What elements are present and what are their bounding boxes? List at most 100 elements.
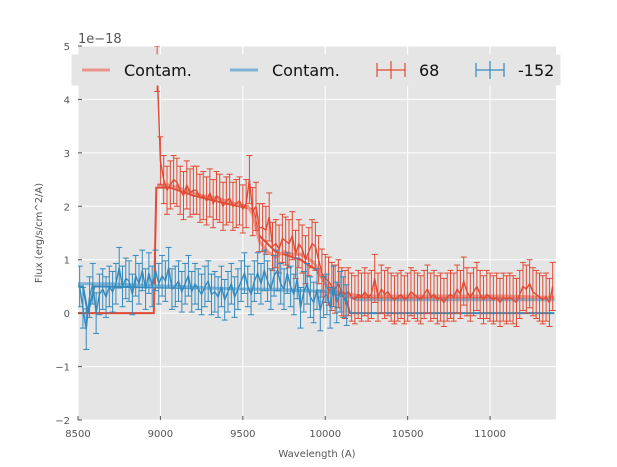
errorbar-1-62	[281, 268, 288, 310]
errorbar-1-43	[218, 265, 225, 308]
errorbar-1-7	[99, 268, 106, 310]
errorbar-0-68	[378, 264, 385, 314]
errorbar-0-77	[407, 267, 414, 317]
errorbar-1-24	[155, 262, 162, 305]
errorbar-1-41	[211, 270, 218, 313]
errorbar-1-34	[188, 270, 195, 313]
errorbar-0-29	[249, 187, 256, 237]
errorbar-1-60	[274, 249, 281, 292]
errorbar-1-57	[264, 260, 271, 302]
legend-label-68: 68	[419, 61, 439, 80]
legend-label-contam-red: Contam.	[124, 61, 192, 80]
errorbar-1-0	[78, 265, 83, 308]
x-tick-label-0: 8500	[65, 429, 90, 440]
errorbar-1-53	[251, 260, 258, 302]
errorbar-1-48	[234, 268, 241, 310]
errorbar-1-38	[201, 265, 208, 308]
errorbar-1-42	[215, 276, 222, 318]
errorbar-0-41	[289, 211, 296, 261]
errorbar-1-56	[261, 249, 268, 292]
errorbar-0-87	[440, 277, 447, 327]
errorbar-1-2	[83, 308, 90, 350]
errorbar-1-26	[162, 260, 169, 302]
errorbar-0-88	[444, 272, 451, 322]
series-1-line	[78, 267, 348, 330]
errorbar-0-23	[229, 181, 236, 231]
errorbar-1-68	[300, 270, 307, 313]
errorbar-0-100	[483, 269, 490, 319]
errorbar-1-5	[93, 292, 100, 334]
errorbar-1-50	[241, 252, 248, 294]
errorbar-1-20	[142, 268, 149, 310]
errorbar-1-73	[317, 289, 324, 332]
errorbar-0-6	[173, 157, 180, 207]
errorbar-0-5	[170, 155, 177, 205]
errorbar-1-81	[343, 284, 350, 326]
errorbar-0-65	[368, 269, 375, 319]
errorbar-1-76	[327, 286, 334, 329]
errorbar-0-80	[417, 275, 424, 325]
errorbar-0-90	[450, 272, 457, 322]
errorbar-0-86	[437, 272, 444, 322]
errorbar-0-108	[510, 275, 517, 325]
errorbar-1-27	[165, 246, 172, 289]
errorbar-0-17	[210, 179, 217, 229]
errorbar-0-75	[401, 275, 408, 325]
errorbar-1-36	[195, 268, 202, 310]
errorbar-0-92	[457, 269, 464, 319]
errorbar-1-65	[290, 273, 297, 316]
y-tick-label-4: 2	[64, 202, 70, 213]
errorbar-1-40	[208, 273, 215, 316]
errorbar-0-30	[253, 181, 260, 231]
errorbar-0-61	[355, 269, 362, 319]
errorbar-0-69	[381, 269, 388, 319]
errorbar-1-79	[337, 270, 344, 313]
errorbar-0-110	[516, 269, 523, 319]
errorbar-0-63	[361, 267, 368, 317]
errorbar-0-76	[404, 272, 411, 322]
errorbar-1-31	[178, 270, 185, 313]
errorbar-0-14	[200, 171, 207, 221]
errorbar-1-15	[126, 260, 133, 302]
errorbar-0-113	[526, 259, 533, 309]
errorbar-1-67	[297, 286, 304, 329]
legend-label-contam-blue: Contam.	[272, 61, 340, 80]
errorbar-0-72	[391, 275, 398, 325]
errorbar-0-67	[374, 272, 381, 322]
errorbar-1-64	[287, 265, 294, 308]
legend-swatch-minus152	[475, 61, 505, 79]
errorbar-1-29	[172, 265, 179, 308]
errorbar-1-4	[89, 262, 96, 305]
errorbar-0-24	[233, 179, 240, 229]
errorbar-0-18	[213, 171, 220, 221]
errorbar-0-25	[236, 176, 243, 226]
errorbar-0-2	[160, 155, 167, 205]
errorbar-1-25	[159, 254, 166, 297]
errorbar-1-63	[284, 252, 291, 294]
errorbar-0-101	[487, 272, 494, 322]
errorbar-1-9	[106, 265, 113, 308]
errorbar-1-32	[182, 262, 189, 305]
errorbar-0-89	[447, 269, 454, 319]
errorbar-1-75	[323, 273, 330, 316]
errorbar-0-98	[477, 269, 484, 319]
errorbar-0-66	[371, 253, 378, 303]
errorbar-1-44	[221, 278, 228, 321]
errorbar-1-52	[248, 273, 255, 316]
x-tick-label-1: 9000	[148, 429, 173, 440]
errorbar-1-8	[103, 276, 110, 318]
x-tick-label-5: 11000	[474, 429, 506, 440]
errorbar-1-72	[314, 268, 320, 310]
errorbar-0-26	[239, 184, 246, 234]
legend-label-minus152: -152	[518, 61, 554, 80]
errorbar-0-3	[164, 165, 171, 215]
errorbar-0-7	[177, 165, 184, 215]
errorbar-0-112	[523, 264, 530, 314]
errorbar-0-21	[223, 176, 230, 226]
errorbar-0-118	[543, 272, 550, 322]
errorbar-0-82	[424, 264, 431, 314]
errorbar-0-105	[500, 272, 507, 322]
errorbar-0-47	[309, 219, 316, 269]
errorbar-0-84	[431, 269, 438, 319]
grid-lines	[77, 45, 556, 421]
